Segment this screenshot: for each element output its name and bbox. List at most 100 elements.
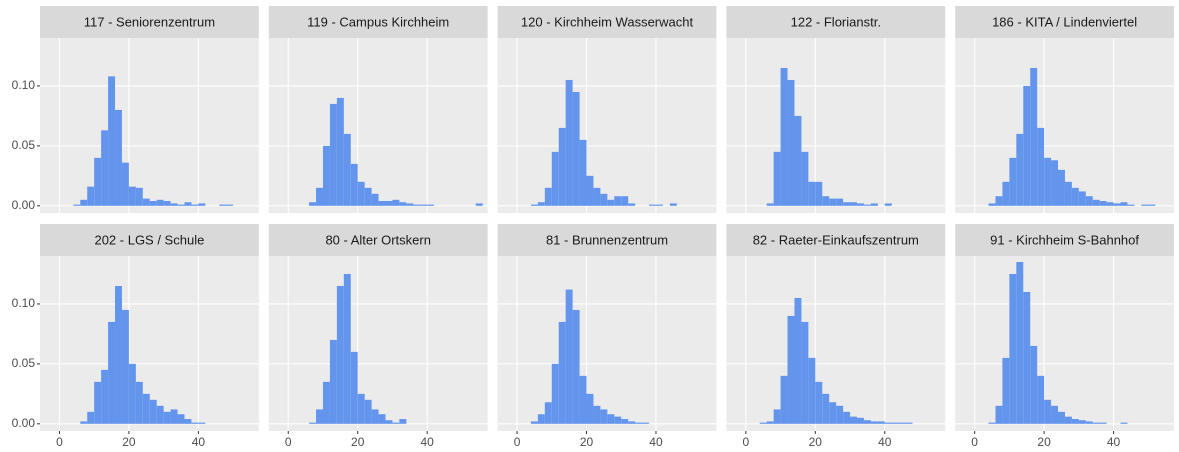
bar: [1058, 411, 1065, 424]
bar: [628, 421, 636, 424]
bar: [628, 203, 636, 206]
bar: [995, 196, 1003, 206]
bar: [198, 422, 206, 424]
bar: [1051, 160, 1059, 206]
bar: [385, 201, 393, 206]
bar: [773, 409, 781, 424]
bar: [156, 405, 164, 424]
bar: [191, 204, 199, 206]
bar: [1085, 196, 1093, 206]
bar: [1044, 157, 1052, 206]
x-tick-label: 40: [192, 435, 206, 449]
bar: [329, 103, 337, 206]
bar: [94, 381, 102, 424]
bar: [156, 199, 164, 206]
bar: [877, 421, 885, 424]
bar: [1120, 202, 1128, 206]
bar: [544, 187, 552, 206]
bar: [551, 151, 559, 206]
bar: [1023, 291, 1031, 424]
bar: [392, 199, 400, 206]
bar: [316, 187, 323, 206]
bar: [1092, 422, 1100, 424]
bar: [1078, 191, 1086, 206]
bar: [759, 422, 767, 424]
bar: [856, 203, 864, 206]
bar: [822, 393, 830, 424]
bar: [565, 289, 573, 424]
bar: [1016, 261, 1024, 424]
x-tick-label: 0: [514, 435, 521, 449]
facet-title: 80 - Alter Ortskern: [325, 232, 430, 247]
y-tick-label: 0.05: [12, 138, 36, 152]
bar: [607, 414, 615, 424]
bar: [149, 201, 157, 206]
bar: [836, 198, 844, 206]
bar: [322, 145, 330, 206]
x-tick-label: 40: [1107, 435, 1121, 449]
bar: [108, 321, 116, 424]
bar: [177, 414, 185, 424]
bar: [780, 67, 788, 206]
bar: [80, 421, 88, 424]
facet-panel: 122 - Florianstr.: [726, 6, 946, 213]
bar: [336, 285, 344, 424]
bar: [1099, 201, 1107, 206]
strip-background: [40, 6, 259, 38]
bar: [115, 285, 122, 424]
bar: [1085, 421, 1093, 424]
bar: [815, 181, 823, 206]
bar: [1016, 133, 1024, 206]
panel-background: [726, 38, 946, 213]
bar: [1037, 127, 1045, 206]
bar: [1009, 157, 1017, 206]
bar: [600, 409, 608, 424]
bar: [427, 204, 435, 206]
bar: [364, 187, 372, 206]
bar: [191, 422, 199, 424]
bar: [1051, 405, 1059, 424]
facet-panel: 202 - LGS / Schule 0.00 0.05 0.10 0 20 40: [12, 224, 259, 449]
bar: [475, 203, 483, 206]
bar: [1071, 187, 1079, 206]
bar: [787, 315, 795, 424]
bar: [350, 163, 358, 206]
strip-background: [497, 224, 717, 256]
y-tick-label: 0.00: [12, 416, 36, 430]
bar: [537, 414, 545, 424]
bar: [1002, 357, 1010, 424]
bar: [988, 203, 996, 206]
bar: [586, 393, 594, 424]
bar: [385, 420, 393, 424]
bar: [884, 203, 892, 206]
facet-panel: 186 - KITA / Lindenviertel: [955, 6, 1174, 213]
strip-background: [726, 6, 946, 38]
bar: [565, 79, 573, 206]
bar: [579, 375, 587, 424]
bar: [73, 204, 81, 206]
facet-panel: 117 - Seniorenzentrum 0.00 0.05 0.10: [12, 6, 259, 213]
bar: [794, 297, 802, 424]
bar: [1106, 202, 1114, 206]
bar: [808, 357, 816, 424]
bar: [815, 381, 823, 424]
bar: [128, 186, 136, 206]
bar: [128, 363, 136, 424]
bar: [995, 405, 1003, 424]
y-tick-label: 0.10: [12, 296, 36, 310]
bar: [1064, 181, 1072, 206]
bar: [350, 351, 358, 424]
bar: [1099, 422, 1107, 424]
bar: [572, 309, 580, 424]
bar: [309, 202, 317, 206]
bar: [226, 204, 234, 206]
bar: [184, 202, 192, 206]
x-tick-label: 0: [743, 435, 750, 449]
facet-title: 117 - Seniorenzentrum: [84, 14, 215, 29]
bar: [614, 196, 622, 206]
facet-title: 119 - Campus Kirchheim: [307, 14, 449, 29]
bar: [1071, 419, 1079, 424]
facet-title: 81 - Brunnenzentrum: [546, 232, 668, 247]
panel-background: [726, 256, 946, 431]
